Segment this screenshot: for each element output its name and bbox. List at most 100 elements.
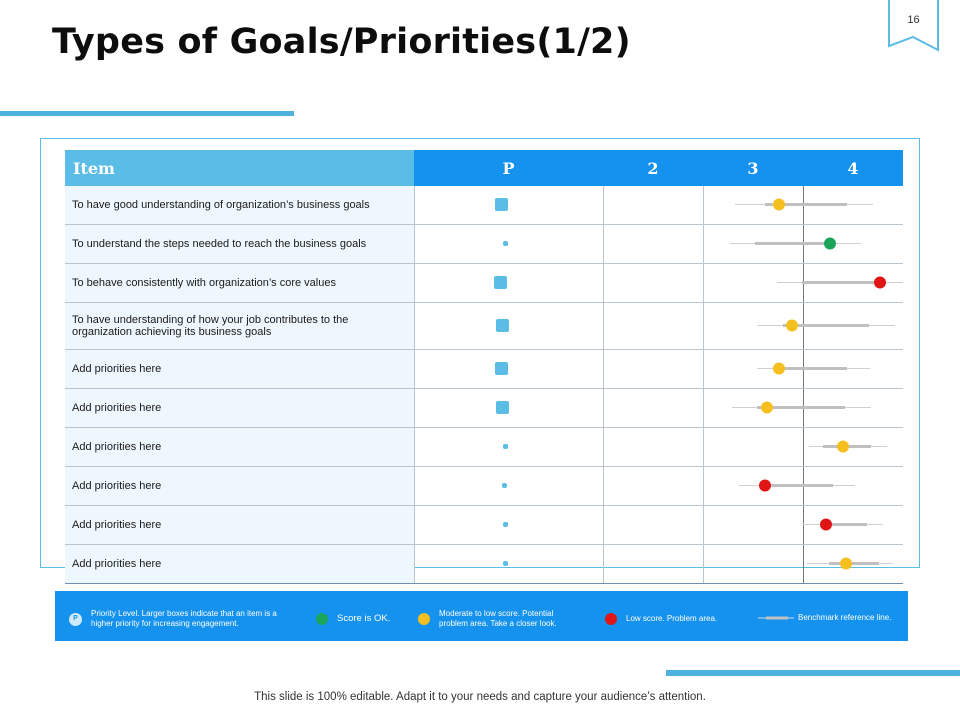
item-text: To behave consistently with organization… [65,264,414,302]
priority-box [502,444,508,449]
header-priority: P [414,150,603,186]
score-dot [786,319,798,332]
legend-moderate-text: Moderate to low score. Potential problem… [439,609,557,628]
cell-2-cell [603,545,703,583]
cell-2-cell [603,428,703,466]
red-dot-icon [605,613,617,625]
legend-ok: Score is OK. [316,613,426,625]
table-row: Add priorities here [65,506,903,545]
priority-box [494,198,508,211]
cell-2-cell [603,389,703,427]
cell-p-cell [414,389,603,427]
table-row: To behave consistently with organization… [65,264,903,303]
header-item: Item [65,150,414,186]
cell-p-cell [414,186,603,224]
legend-low: Low score. Problem area. [605,613,765,625]
cell-3-cell [703,350,803,388]
cell-2-cell [603,264,703,302]
priority-box [495,319,509,332]
priority-box [493,276,507,289]
cell-4-cell [803,428,903,466]
cell-2-cell [603,350,703,388]
score-dot [773,198,785,211]
item-text: Add priorities here [65,506,414,544]
table-row: Add priorities here [65,389,903,428]
cell-p-cell [414,225,603,263]
slide-number: 16 [907,14,920,26]
benchmark-line-icon [758,616,794,620]
legend-moderate: Moderate to low score. Potential problem… [418,609,588,629]
legend-priority-text: Priority Level. Larger boxes indicate th… [91,609,277,628]
cell-p-cell [414,350,603,388]
cell-3-cell [703,467,803,505]
item-text: Add priorities here [65,467,414,505]
table-row: To understand the steps needed to reach … [65,225,903,264]
legend-low-text: Low score. Problem area. [626,614,718,623]
cell-3-cell [703,506,803,544]
cell-p-cell [414,303,603,349]
cell-2-cell [603,467,703,505]
legend-priority: P Priority Level. Larger boxes indicate … [69,609,284,629]
score-dot [820,518,832,531]
accent-bar-top [0,111,294,116]
item-text: Add priorities here [65,428,414,466]
cell-p-cell [414,545,603,583]
cell-2-cell [603,225,703,263]
cell-4-cell [803,545,903,583]
cell-3-cell [703,264,803,302]
green-dot-icon [316,613,328,625]
bookmark-icon [888,0,939,52]
header-col-3: 3 [703,150,803,186]
score-dot [761,401,773,414]
cell-p-cell [414,506,603,544]
cell-p-cell [414,428,603,466]
item-text: Add priorities here [65,389,414,427]
table-row: Add priorities here [65,467,903,506]
priority-box [494,362,508,375]
score-dot [840,557,852,570]
score-dot [837,440,849,453]
score-dot [759,479,771,492]
legend-benchmark: Benchmark reference line. [758,613,908,623]
priority-box [495,401,509,414]
cell-2-cell [603,186,703,224]
table-row: Add priorities here [65,428,903,467]
cell-3-cell [703,303,803,349]
cell-3-cell [703,389,803,427]
score-dot [773,362,785,375]
cell-3-cell [703,186,803,224]
legend-ok-text: Score is OK. [337,613,391,624]
item-text: Add priorities here [65,350,414,388]
legend-benchmark-text: Benchmark reference line. [798,613,892,622]
priority-box [502,522,508,527]
cell-3-cell [703,545,803,583]
item-text: Add priorities here [65,545,414,583]
header-col-2: 2 [603,150,703,186]
footer-note: This slide is 100% editable. Adapt it to… [254,691,706,703]
table-row: To have good understanding of organizati… [65,186,903,225]
cell-3-cell [703,225,803,263]
cell-3-cell [703,428,803,466]
cell-2-cell [603,506,703,544]
priority-badge-icon: P [69,612,82,626]
score-dot [824,237,836,250]
content-frame [40,138,920,568]
yellow-dot-icon [418,613,430,625]
priority-box [502,241,508,246]
score-markers [730,198,903,570]
item-text: To have good understanding of organizati… [65,186,414,224]
cell-p-cell [414,467,603,505]
header-col-4: 4 [803,150,903,186]
legend: P Priority Level. Larger boxes indicate … [55,591,908,641]
item-text: To understand the steps needed to reach … [65,225,414,263]
cell-p-cell [414,264,603,302]
table-row: Add priorities here [65,545,903,584]
table-row: To have understanding of how your job co… [65,303,903,350]
slide-title: Types of Goals/Priorities(1/2) [52,22,631,62]
priority-box [502,561,508,566]
item-text: To have understanding of how your job co… [65,303,414,349]
table-row: Add priorities here [65,350,903,389]
accent-bar-bottom [666,670,960,676]
cell-2-cell [603,303,703,349]
priority-box [501,483,507,488]
